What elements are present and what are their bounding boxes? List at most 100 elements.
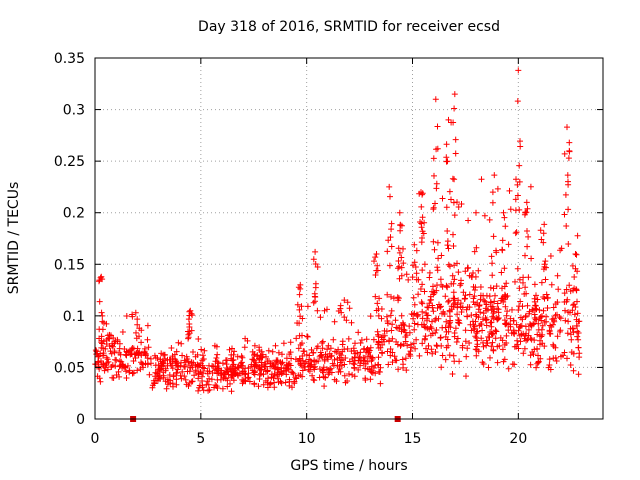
data-point bbox=[289, 384, 295, 391]
data-point bbox=[241, 344, 248, 351]
data-point bbox=[240, 377, 247, 384]
data-point bbox=[515, 327, 522, 334]
data-point bbox=[96, 375, 103, 382]
data-point bbox=[535, 352, 541, 359]
data-point bbox=[525, 274, 532, 281]
data-point bbox=[386, 262, 393, 269]
data-point bbox=[166, 372, 173, 378]
data-point bbox=[483, 301, 490, 308]
data-point bbox=[351, 364, 358, 371]
data-point bbox=[115, 368, 122, 375]
data-point bbox=[513, 229, 520, 236]
x-tick-label: 10 bbox=[298, 431, 316, 447]
data-point bbox=[177, 362, 184, 369]
data-point bbox=[374, 300, 381, 307]
data-point bbox=[139, 361, 146, 368]
data-point bbox=[186, 324, 193, 330]
data-point bbox=[566, 147, 573, 154]
data-point bbox=[513, 321, 520, 328]
data-point bbox=[116, 363, 123, 370]
data-point bbox=[429, 350, 436, 357]
data-point bbox=[463, 306, 470, 313]
data-point bbox=[463, 353, 470, 360]
data-point bbox=[524, 205, 531, 212]
data-point bbox=[565, 178, 571, 185]
data-point bbox=[497, 334, 504, 341]
data-point bbox=[418, 203, 425, 210]
data-point bbox=[498, 269, 505, 276]
data-point bbox=[367, 376, 374, 383]
data-point bbox=[445, 116, 452, 123]
data-point bbox=[575, 344, 582, 351]
data-point bbox=[387, 312, 394, 319]
data-point bbox=[99, 340, 106, 347]
data-point bbox=[508, 330, 515, 337]
data-point bbox=[283, 361, 290, 368]
data-point bbox=[501, 293, 508, 300]
data-point bbox=[524, 243, 531, 250]
data-point bbox=[199, 373, 205, 380]
data-point bbox=[518, 322, 525, 329]
data-point bbox=[464, 265, 471, 272]
data-point bbox=[295, 372, 302, 379]
data-point bbox=[222, 357, 229, 364]
data-point bbox=[561, 150, 568, 157]
data-point bbox=[278, 380, 285, 387]
data-point bbox=[286, 376, 293, 383]
data-point bbox=[395, 265, 401, 272]
data-point bbox=[433, 287, 440, 294]
data-point bbox=[335, 369, 342, 375]
data-point bbox=[428, 325, 435, 332]
data-point bbox=[499, 285, 505, 292]
data-point bbox=[374, 267, 381, 274]
data-point bbox=[572, 251, 579, 257]
data-point bbox=[443, 204, 450, 211]
data-point bbox=[419, 315, 426, 322]
data-point bbox=[487, 354, 493, 361]
data-point bbox=[397, 227, 404, 234]
data-point bbox=[432, 317, 439, 324]
data-point bbox=[430, 308, 437, 315]
data-point bbox=[205, 387, 212, 394]
data-point bbox=[533, 364, 540, 371]
data-point bbox=[473, 209, 479, 216]
data-point bbox=[437, 303, 444, 310]
data-point bbox=[457, 282, 464, 289]
y-tick-label: 0 bbox=[76, 412, 85, 428]
data-point bbox=[302, 358, 309, 365]
data-point bbox=[444, 336, 451, 343]
data-point bbox=[445, 298, 452, 305]
data-point bbox=[493, 283, 500, 290]
data-point bbox=[451, 358, 458, 365]
data-point bbox=[174, 369, 180, 376]
data-point bbox=[516, 285, 523, 292]
data-point bbox=[375, 368, 382, 375]
data-point bbox=[338, 357, 345, 364]
data-point bbox=[384, 291, 391, 298]
data-point bbox=[466, 340, 473, 346]
data-point bbox=[413, 270, 420, 277]
data-point bbox=[446, 352, 453, 359]
data-point bbox=[574, 322, 580, 329]
data-point bbox=[234, 353, 241, 360]
data-point bbox=[293, 375, 300, 382]
data-point bbox=[394, 341, 401, 348]
data-point bbox=[516, 303, 522, 310]
data-point bbox=[357, 340, 364, 346]
data-point bbox=[357, 349, 364, 356]
data-point bbox=[501, 356, 508, 363]
data-point bbox=[418, 220, 425, 227]
data-point bbox=[564, 172, 571, 179]
data-point bbox=[256, 355, 262, 362]
data-point bbox=[199, 357, 206, 364]
data-point bbox=[539, 322, 546, 329]
data-point bbox=[375, 361, 382, 368]
data-point bbox=[443, 328, 450, 335]
data-point bbox=[447, 263, 453, 270]
data-point bbox=[363, 349, 370, 356]
data-point bbox=[520, 274, 527, 281]
data-point bbox=[398, 322, 405, 329]
data-point bbox=[214, 351, 221, 358]
data-point bbox=[489, 260, 496, 267]
data-point bbox=[101, 367, 108, 374]
